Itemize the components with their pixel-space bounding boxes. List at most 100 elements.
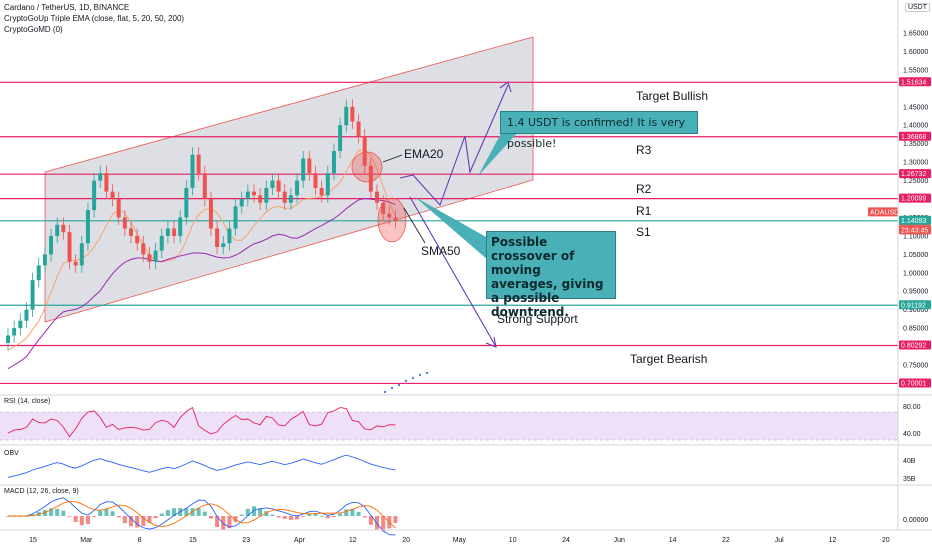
macd-histogram — [6, 506, 397, 531]
bear-callout[interactable]: Possible crossover of moving averages, g… — [486, 231, 616, 299]
time-tick: Jul — [775, 537, 784, 544]
obv-pane-label[interactable]: OBV — [4, 450, 19, 457]
macd-histogram-bar — [154, 516, 158, 518]
price-tick: 0.85000 — [903, 326, 928, 333]
r3-label: R3 — [636, 143, 651, 157]
chart-symbol-legend[interactable]: Cardano / TetherUS, 1D, BINANCE — [4, 3, 129, 12]
time-tick: 10 — [509, 537, 517, 544]
candle — [12, 321, 16, 343]
target-bearish-label: Target Bearish — [630, 352, 707, 366]
macd-histogram-bar — [68, 516, 72, 517]
time-tick: 20 — [402, 537, 410, 544]
time-tick: 8 — [138, 537, 142, 544]
macd-histogram-bar — [393, 516, 397, 523]
macd-histogram-bar — [338, 513, 342, 516]
macd-histogram-bar — [61, 511, 65, 516]
currency-label[interactable]: USDT — [905, 3, 930, 12]
price-tag: 1.36868 — [901, 134, 926, 141]
time-tick: 22 — [722, 537, 730, 544]
cryptogomd-indicator-legend[interactable]: CryptoGoMD (0) — [4, 25, 63, 34]
candle — [24, 302, 28, 328]
macd-pane-label[interactable]: MACD (12, 26, close, 9) — [4, 488, 79, 495]
macd-histogram-bar — [363, 516, 367, 517]
macd-histogram-bar — [270, 515, 274, 516]
time-tick: 15 — [189, 537, 197, 544]
macd-histogram-bar — [92, 516, 96, 517]
time-tick: 12 — [829, 537, 837, 544]
obv-line — [8, 455, 395, 477]
time-tick: 12 — [349, 537, 357, 544]
price-tag: 1.51634 — [901, 79, 926, 86]
time-tick: 14 — [669, 537, 677, 544]
triple-ema-indicator-legend[interactable]: CryptoGoUp Triple EMA (close, flat, 5, 2… — [4, 14, 184, 23]
price-tick: 1.10000 — [903, 233, 928, 240]
time-tick: 24 — [562, 537, 570, 544]
price-tag: 0.80292 — [901, 342, 926, 349]
macd-histogram-bar — [240, 515, 244, 516]
rsi-band — [0, 412, 898, 440]
time-tick: Mar — [80, 537, 93, 544]
price-tag: ADAUSDT — [870, 209, 904, 216]
price-tag: 0.70001 — [901, 380, 926, 387]
macd-histogram-bar — [326, 516, 330, 518]
price-tick: 1.65000 — [903, 31, 928, 38]
macd-histogram-bar — [80, 516, 84, 525]
price-tick: 1.55000 — [903, 67, 928, 74]
macd-histogram-bar — [55, 509, 59, 516]
macd-histogram-bar — [86, 516, 90, 524]
price-tag: 1.14093 — [901, 218, 926, 225]
indicator-tick: 35B — [903, 476, 916, 483]
price-tick: 0.95000 — [903, 289, 928, 296]
macd-histogram-bar — [123, 516, 127, 523]
candle — [31, 273, 35, 317]
macd-histogram-bar — [277, 516, 281, 518]
macd-histogram-bar — [295, 516, 299, 519]
price-tick: 1.00000 — [903, 270, 928, 277]
macd-histogram-bar — [74, 516, 78, 522]
indicator-tick: 40.00 — [903, 431, 921, 438]
indicator-tick: 40B — [903, 458, 916, 465]
price-tick: 1.45000 — [903, 104, 928, 111]
macd-histogram-bar — [344, 509, 348, 516]
indicator-tick: 80.00 — [903, 404, 921, 411]
s1-label: S1 — [636, 225, 651, 239]
time-tick: May — [453, 537, 467, 544]
r2-label: R2 — [636, 182, 651, 196]
macd-histogram-bar — [332, 516, 336, 517]
macd-histogram-bar — [111, 511, 115, 516]
macd-histogram-bar — [301, 516, 305, 517]
sma50-highlight-circle — [378, 198, 406, 242]
price-tag: 23:43:45 — [901, 227, 928, 234]
time-axis[interactable]: 15 Mar 8 15 23 Apr 12 20 May 10 24 Jun 14 22 Jul 12 20 — [29, 537, 890, 544]
sma50-label: SMA50 — [421, 244, 460, 258]
macd-histogram-bar — [320, 516, 324, 517]
price-tick: 1.40000 — [903, 123, 928, 130]
macd-histogram-bar — [197, 508, 201, 516]
price-tick: 1.05000 — [903, 252, 928, 259]
price-tick: 1.35000 — [903, 141, 928, 148]
target-bullish-label: Target Bullish — [636, 89, 708, 103]
r1-label: R1 — [636, 204, 651, 218]
price-tick: 0.75000 — [903, 363, 928, 370]
macd-histogram-bar — [289, 516, 293, 520]
ema20-highlight-circle — [352, 152, 382, 182]
candle — [6, 328, 10, 350]
price-tick: 1.25000 — [903, 178, 928, 185]
macd-histogram-bar — [375, 516, 379, 529]
price-tick: 1.30000 — [903, 160, 928, 167]
macd-histogram-bar — [135, 516, 139, 527]
ascending-channel[interactable] — [45, 37, 533, 322]
rsi-pane-label[interactable]: RSI (14, close) — [4, 398, 50, 405]
time-tick: Jun — [614, 537, 625, 544]
macd-line — [8, 498, 395, 535]
macd-histogram-bar — [98, 510, 102, 516]
macd-histogram-bar — [104, 509, 108, 516]
bull-callout[interactable]: 1.4 USDT is confirmed! It is very possib… — [500, 111, 698, 134]
ema20-label: EMA20 — [404, 147, 443, 161]
macd-signal-line — [8, 501, 395, 527]
dotted-projection-markers — [384, 372, 428, 393]
macd-histogram-bar — [283, 516, 287, 519]
time-tick: Apr — [294, 537, 306, 544]
indicator-tick: 0.00000 — [903, 517, 928, 524]
